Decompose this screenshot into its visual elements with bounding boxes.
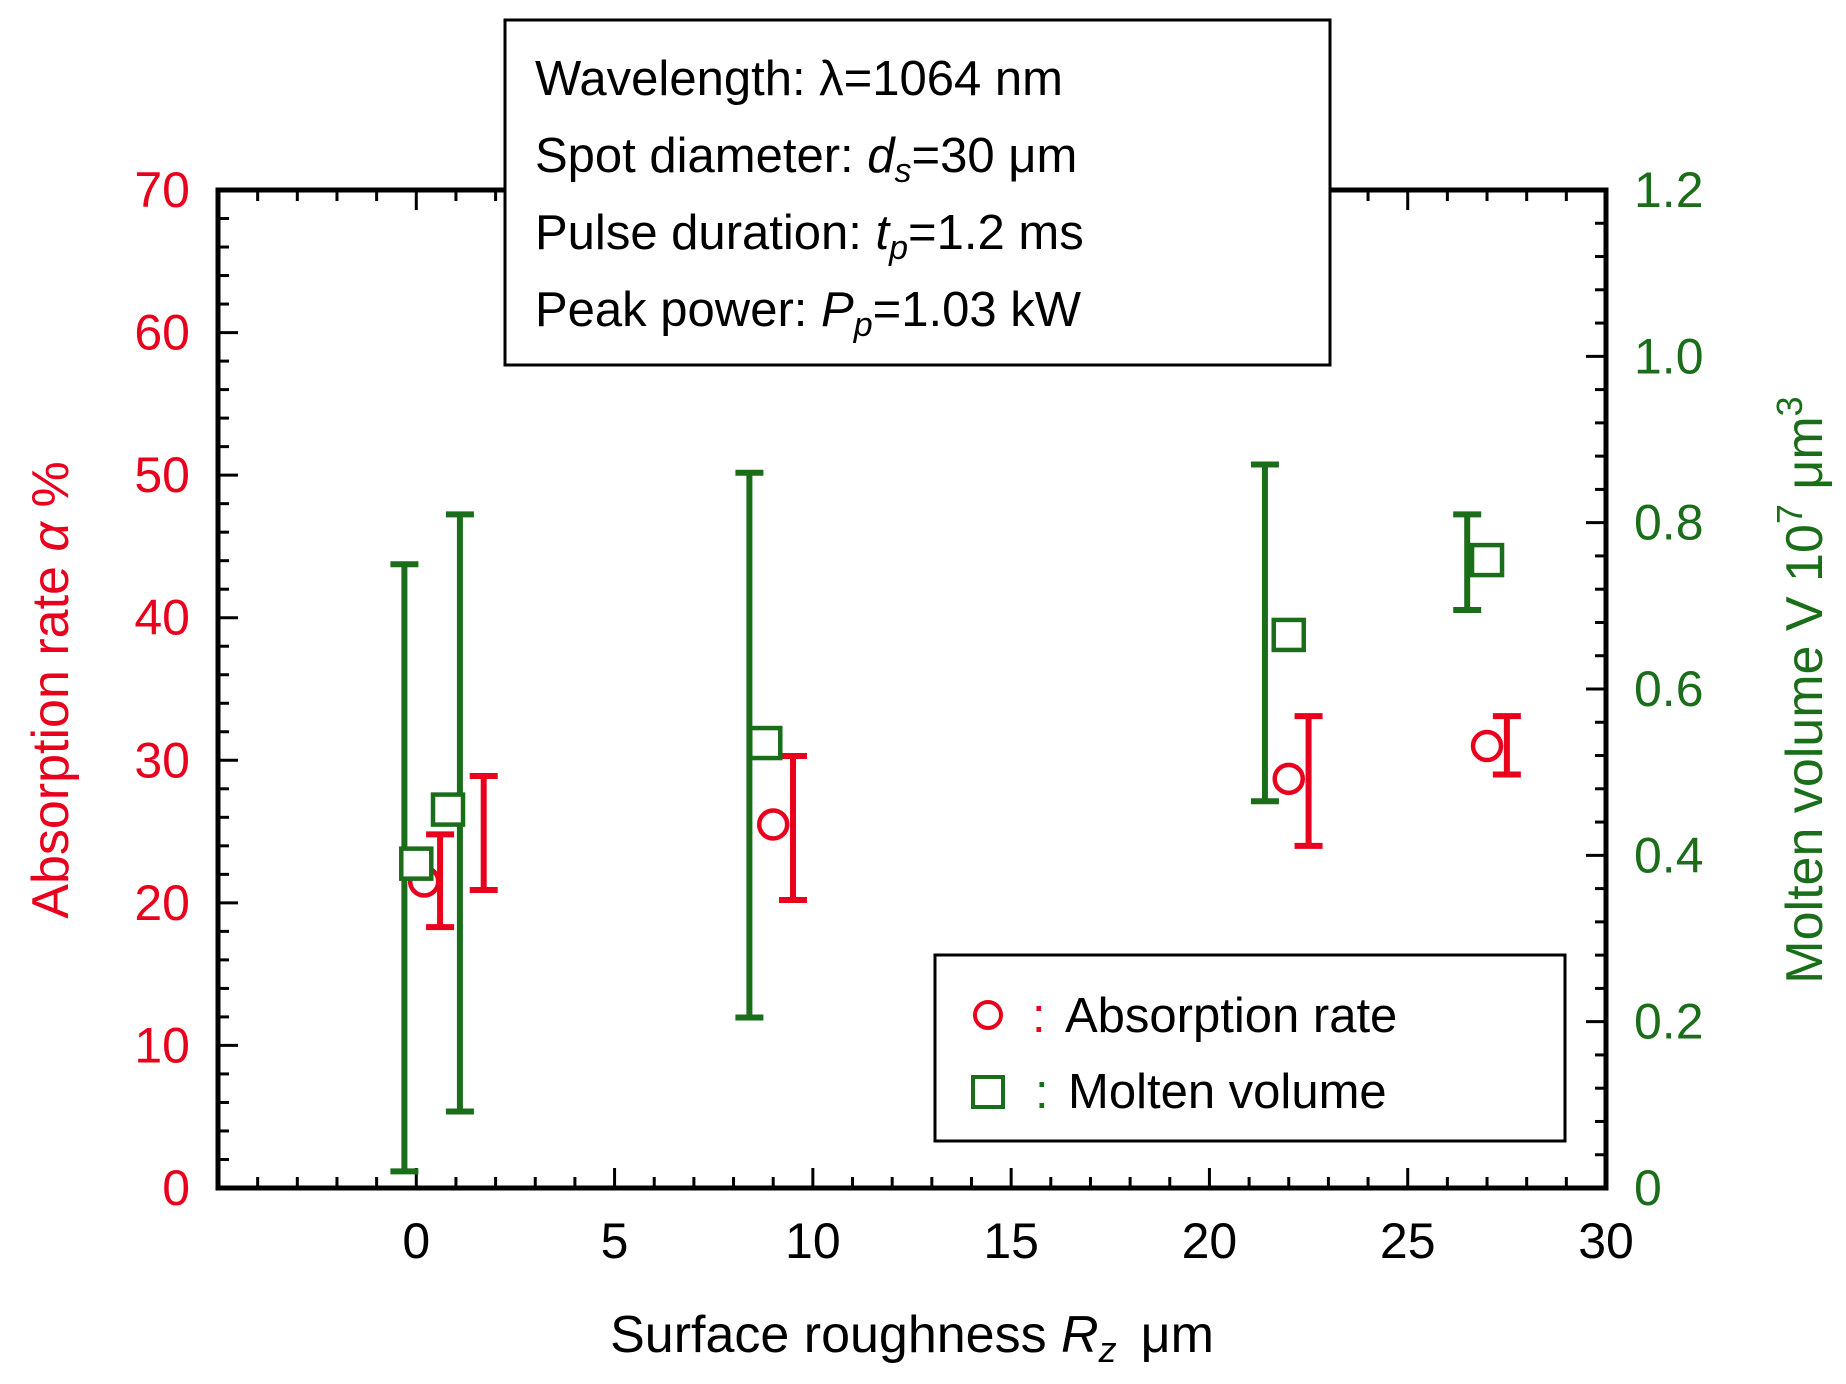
molten-point — [430, 792, 466, 827]
y-right-tick-label: 1.2 — [1634, 162, 1704, 218]
y-right-tick-label: 0.4 — [1634, 827, 1704, 883]
y-left-tick-label: 40 — [134, 590, 190, 646]
x-tick-label: 5 — [601, 1213, 629, 1269]
y-left-tick-label: 70 — [134, 162, 190, 218]
x-axis-title: Surface roughness Rz μm — [610, 1306, 1214, 1370]
y-left-tick-label: 20 — [134, 875, 190, 931]
legend-absorption-label: Absorption rate — [1065, 989, 1397, 1043]
x-tick-label: 10 — [785, 1213, 841, 1269]
y-left-tick-label: 10 — [134, 1017, 190, 1073]
axis-ticks: 0 5 10 15 20 25 3001020304050607000.20.40.60.8… — [134, 162, 1703, 1269]
legend-absorption-sep: : — [1032, 989, 1046, 1043]
y-left-tick-label: 0 — [162, 1160, 190, 1216]
legend-molten-sep: : — [1035, 1065, 1049, 1119]
info-line-peak-power: Peak power: Pp=1.03 kW — [535, 283, 1082, 344]
x-tick-label: 15 — [983, 1213, 1039, 1269]
molten-point — [748, 725, 783, 761]
y-right-tick-label: 0.6 — [1634, 661, 1704, 717]
y-right-tick-label: 0.2 — [1634, 994, 1704, 1050]
info-line-spot-diameter: Spot diameter: ds=30 μm — [535, 129, 1077, 190]
y-left-tick-label: 30 — [134, 732, 190, 788]
x-tick-label: 25 — [1380, 1213, 1436, 1269]
y-left-axis-title: Absorption rate α % — [22, 461, 80, 918]
x-tick-label: 20 — [1182, 1213, 1238, 1269]
y-left-tick-label: 60 — [134, 305, 190, 361]
absorption-point — [1470, 729, 1504, 763]
y-right-axis-title: Molten volume V 107 μm3 — [1769, 396, 1834, 983]
legend-absorption-marker — [973, 1000, 1003, 1030]
molten-point — [1469, 542, 1505, 578]
molten-point — [399, 846, 434, 881]
x-tick-label: 30 — [1578, 1213, 1634, 1269]
y-left-tick-label: 50 — [134, 447, 190, 503]
legend-box — [933, 953, 1567, 1143]
x-tick-label: 0 — [402, 1213, 430, 1269]
legend-molten-label: Molten volume — [1068, 1065, 1387, 1119]
info-box — [503, 18, 1332, 367]
data-marks — [390, 461, 1521, 1175]
info-line-wavelength: Wavelength: λ=1064 nm — [535, 52, 1063, 106]
legend-molten-marker — [971, 1075, 1005, 1109]
molten-point — [1271, 617, 1306, 653]
y-right-tick-label: 0.8 — [1634, 495, 1704, 551]
absorption-point — [1272, 762, 1305, 796]
y-right-tick-label: 1.0 — [1634, 328, 1704, 384]
info-line-pulse-duration: Pulse duration: tp=1.2 ms — [535, 206, 1084, 267]
absorption-point — [756, 808, 790, 841]
y-right-tick-label: 0 — [1634, 1160, 1662, 1216]
